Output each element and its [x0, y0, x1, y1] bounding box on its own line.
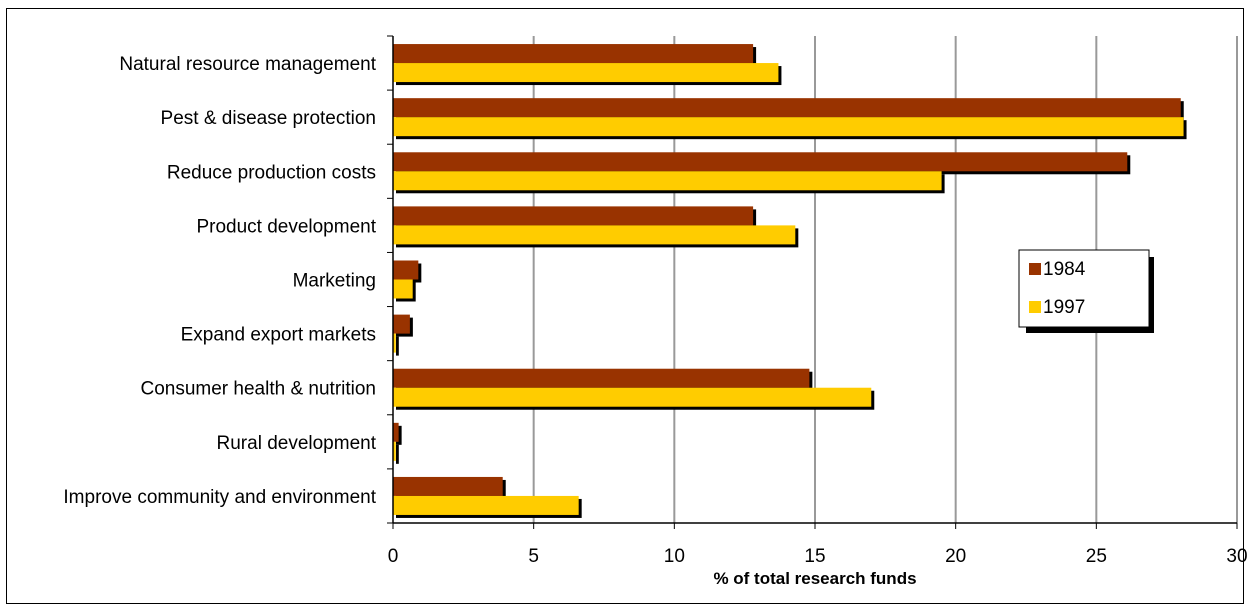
x-tick-label: 20 — [945, 546, 966, 567]
bar-1997 — [393, 63, 779, 83]
bar-1997 — [393, 387, 872, 407]
bar-shadow — [396, 425, 402, 445]
legend-box — [1018, 249, 1150, 328]
bar-1997 — [393, 117, 1184, 137]
bar-shadow — [396, 444, 399, 464]
bar-1997 — [393, 171, 942, 191]
category-label: Product development — [196, 216, 376, 237]
bar-1997 — [393, 441, 396, 461]
category-label: Improve community and environment — [63, 487, 376, 508]
bar-1997 — [393, 279, 413, 299]
category-label: Natural resource management — [119, 54, 376, 75]
category-label: Rural development — [217, 433, 377, 454]
bar-1984 — [393, 260, 419, 280]
bar-1997 — [393, 225, 796, 245]
x-tick-labels: 0 5 10 15 20 25 30 — [388, 546, 1248, 567]
bar-1997 — [393, 333, 396, 353]
category-label: Expand export markets — [181, 325, 376, 346]
category-label: Consumer health & nutrition — [140, 379, 376, 400]
bar-shadow — [396, 336, 399, 356]
x-axis-title: % of total research funds — [713, 569, 916, 588]
x-tick-label: 25 — [1086, 546, 1107, 567]
legend-label: 1984 — [1043, 259, 1086, 280]
legend-label: 1997 — [1043, 297, 1085, 318]
x-tick-label: 10 — [664, 546, 685, 567]
legend-swatch-1984 — [1029, 263, 1041, 275]
legend: 1984 1997 — [1018, 249, 1154, 333]
bar-1984 — [393, 314, 410, 334]
x-tick-label: 30 — [1226, 546, 1247, 567]
bar-1984 — [393, 152, 1128, 172]
bar-1984 — [393, 206, 754, 226]
category-label: Pest & disease protection — [161, 108, 376, 129]
bar-1984 — [393, 368, 810, 388]
bar-1997 — [393, 495, 579, 515]
x-tick-label: 5 — [528, 546, 539, 567]
category-label: Marketing — [293, 271, 376, 292]
category-labels: Natural resource management Pest & diseas… — [63, 54, 376, 508]
bars — [393, 44, 1187, 518]
bar-1984 — [393, 44, 754, 64]
category-label: Reduce production costs — [167, 162, 376, 183]
bar-1984 — [393, 476, 503, 496]
bar-1984 — [393, 98, 1181, 118]
x-tick-label: 0 — [388, 546, 399, 567]
legend-swatch-1997 — [1029, 301, 1041, 313]
bar-1984 — [393, 422, 399, 442]
x-tick-label: 15 — [804, 546, 825, 567]
axes — [387, 35, 1238, 529]
